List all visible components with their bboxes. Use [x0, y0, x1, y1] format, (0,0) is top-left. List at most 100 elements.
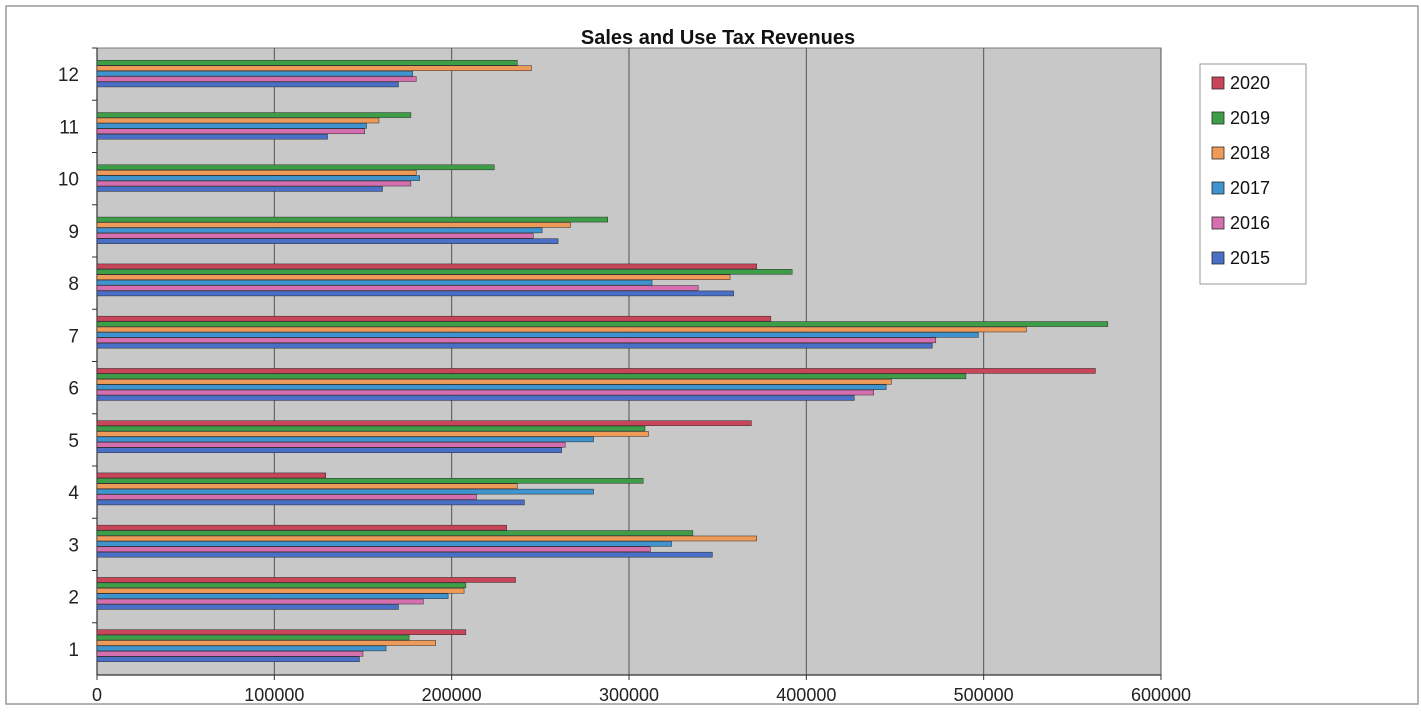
bar [96, 483, 518, 489]
bar [96, 81, 399, 88]
y-tick-label: 9 [68, 222, 79, 243]
x-tick-label: 100000 [244, 685, 304, 705]
bar [96, 431, 649, 437]
bar [96, 634, 410, 641]
bar [96, 186, 383, 192]
bar [96, 546, 651, 553]
legend: 2020 2019 2018 2017 2016 2015 [1199, 63, 1307, 285]
bar [96, 593, 449, 599]
y-tick-label: 4 [68, 483, 79, 504]
bar [96, 436, 594, 443]
bar [96, 541, 672, 547]
bar [96, 384, 887, 390]
bar [96, 65, 532, 71]
bar [96, 233, 534, 239]
bar [96, 530, 694, 536]
bar [96, 169, 417, 176]
bar [96, 117, 380, 124]
plot-area: 0 100000 200000 300000 400000 500000 600000123… [58, 47, 1191, 705]
legend-box [1199, 63, 1307, 285]
bar [96, 425, 646, 432]
bar [96, 598, 424, 605]
bar [96, 472, 327, 479]
y-tick-label: 6 [68, 379, 79, 400]
bar [96, 494, 477, 500]
bar [96, 290, 734, 297]
bar [96, 373, 967, 380]
x-tick-label: 400000 [776, 685, 836, 705]
legend-label: 2016 [1230, 213, 1270, 233]
bar [96, 378, 892, 385]
bar [96, 551, 713, 558]
bar [96, 269, 793, 275]
y-tick-label: 5 [68, 431, 79, 452]
bar [96, 76, 417, 82]
y-tick-label: 1 [68, 640, 79, 661]
y-tick-label: 2 [68, 588, 79, 609]
legend-label: 2019 [1230, 108, 1270, 128]
bar [96, 640, 436, 646]
bar [96, 535, 757, 542]
bar [96, 499, 525, 506]
legend-label: 2018 [1230, 143, 1270, 163]
bar [96, 604, 399, 610]
bar [96, 577, 516, 583]
bar [96, 368, 1096, 374]
y-tick-label: 12 [58, 65, 79, 86]
bar [96, 279, 653, 286]
legend-swatch [1211, 216, 1225, 230]
bar [96, 389, 874, 396]
legend-swatch [1211, 181, 1225, 195]
bar [96, 488, 594, 495]
bar [96, 227, 543, 234]
bar [96, 315, 772, 322]
bar [96, 478, 644, 484]
y-tick-label: 11 [59, 117, 79, 138]
y-tick-label: 10 [58, 170, 79, 191]
x-tick-label: 500000 [954, 685, 1014, 705]
legend-label: 2020 [1230, 73, 1270, 93]
bar [96, 332, 979, 338]
legend-swatch [1211, 251, 1225, 265]
bar [96, 128, 366, 135]
bar [96, 337, 937, 344]
bar [96, 326, 1027, 333]
bar [96, 60, 518, 66]
legend-swatch [1211, 111, 1225, 125]
x-tick-label: 0 [92, 685, 102, 705]
bar [96, 629, 467, 635]
bar [96, 70, 413, 77]
bar [96, 442, 566, 448]
bar [96, 216, 608, 223]
bar [96, 582, 467, 589]
bar [96, 524, 507, 531]
y-tick-label: 3 [68, 535, 79, 556]
bar [96, 285, 699, 291]
bar [96, 164, 495, 171]
bar [96, 274, 731, 280]
bar [96, 238, 559, 244]
bar [96, 656, 360, 662]
bar [96, 263, 757, 270]
bar [96, 645, 387, 652]
bar [96, 447, 562, 453]
bar [96, 222, 571, 228]
y-tick-label: 8 [68, 274, 79, 295]
legend-swatch [1211, 146, 1225, 160]
x-tick-label: 200000 [422, 685, 482, 705]
bar [96, 175, 420, 181]
chart-title: Sales and Use Tax Revenues [581, 27, 855, 49]
bar [96, 133, 328, 140]
bar [96, 123, 367, 129]
bar [96, 112, 412, 118]
legend-label: 2015 [1230, 248, 1270, 268]
legend-label: 2017 [1230, 178, 1270, 198]
x-tick-label: 300000 [599, 685, 659, 705]
bar [96, 420, 752, 426]
bar [96, 395, 855, 401]
x-tick-label: 600000 [1131, 685, 1191, 705]
bar [96, 651, 364, 657]
bar [96, 321, 1109, 327]
y-tick-label: 7 [68, 326, 79, 347]
